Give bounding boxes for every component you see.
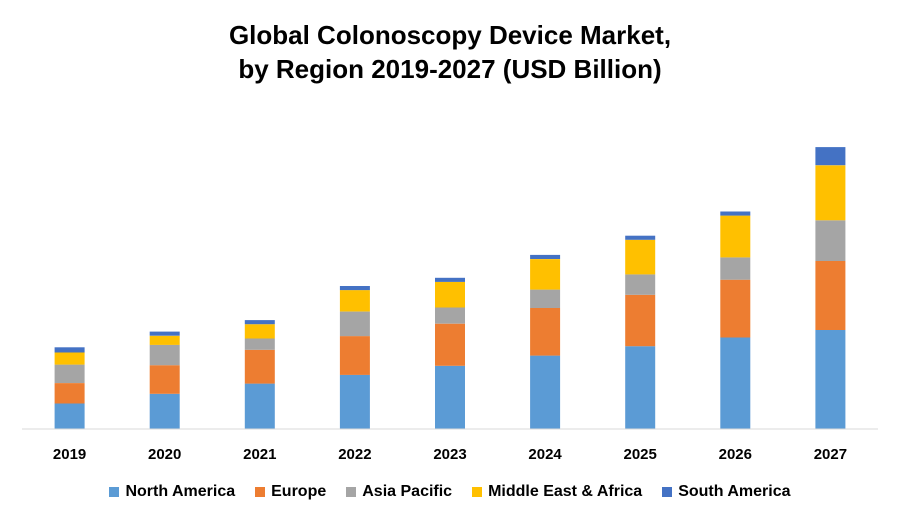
legend-label-asia-pacific: Asia Pacific xyxy=(362,483,453,500)
bar-segment-2027-north-america xyxy=(815,330,846,429)
bar-segment-2022-middle-east-africa xyxy=(339,290,370,312)
bar-segment-2024-south-america xyxy=(530,254,561,259)
bar-segment-2023-south-america xyxy=(435,277,465,282)
bar-segment-2022-south-america xyxy=(339,286,370,291)
bar-segment-2019-middle-east-africa xyxy=(54,352,85,365)
bar-segment-2020-south-america xyxy=(149,331,180,336)
x-tick-label-2022: 2022 xyxy=(338,446,371,463)
legend-swatch-north-america xyxy=(109,487,120,497)
bar-segment-2026-europe xyxy=(720,279,751,338)
bar-segment-2021-middle-east-africa xyxy=(244,324,275,339)
x-tick-label-2020: 2020 xyxy=(148,446,181,463)
legend-label-north-america: North America xyxy=(125,483,236,500)
x-tick-label-2024: 2024 xyxy=(528,446,562,463)
bar-segment-2024-asia-pacific xyxy=(530,289,561,308)
bar-segment-2023-middle-east-africa xyxy=(435,281,465,308)
x-tick-label-2021: 2021 xyxy=(243,446,276,463)
bar-segment-2019-north-america xyxy=(54,403,85,429)
chart-title-line-1: Global Colonoscopy Device Market, xyxy=(228,20,672,50)
legend-swatch-middle-east-africa xyxy=(472,487,483,497)
bar-segment-2027-asia-pacific xyxy=(815,220,846,261)
legend-item-south-america: South America xyxy=(662,483,791,501)
legend-label-south-america: South America xyxy=(678,483,791,500)
x-tick-label-2025: 2025 xyxy=(624,446,657,463)
bar-segment-2023-europe xyxy=(435,323,465,366)
legend-item-europe: Europe xyxy=(255,483,326,501)
bars-group xyxy=(54,147,846,430)
bar-segment-2022-asia-pacific xyxy=(339,311,370,337)
bar-segment-2021-europe xyxy=(244,349,275,384)
legend-label-middle-east-africa: Middle East & Africa xyxy=(488,483,643,500)
x-tick-labels: 2019 2020 2021 2022 2023 2024 2025 2026 2027 xyxy=(53,446,847,463)
bar-segment-2023-north-america xyxy=(435,365,465,430)
bar-segment-2025-north-america xyxy=(625,346,656,429)
bar-segment-2022-europe xyxy=(339,336,370,375)
x-tick-label-2019: 2019 xyxy=(53,446,86,463)
bar-segment-2026-south-america xyxy=(720,211,751,216)
bar-segment-2020-north-america xyxy=(149,393,180,429)
legend-swatch-south-america xyxy=(662,487,673,497)
chart-title: Global Colonoscopy Device Market, by Reg… xyxy=(0,18,900,86)
bar-segment-2019-asia-pacific xyxy=(54,364,85,383)
bar-segment-2021-north-america xyxy=(244,383,275,429)
legend-swatch-asia-pacific xyxy=(346,487,357,497)
bar-segment-2025-europe xyxy=(625,294,656,347)
bar-segment-2021-asia-pacific xyxy=(244,338,275,350)
bar-segment-2019-south-america xyxy=(54,347,85,353)
chart-title-line-2: by Region 2019-2027 (USD Billion) xyxy=(238,54,662,84)
bar-segment-2019-europe xyxy=(54,383,85,404)
bar-segment-2021-south-america xyxy=(244,320,275,325)
bar-segment-2027-middle-east-africa xyxy=(815,165,846,221)
bar-segment-2025-asia-pacific xyxy=(625,274,656,295)
bar-segment-2020-middle-east-africa xyxy=(149,335,180,345)
bar-segment-2022-north-america xyxy=(339,374,370,429)
x-tick-label-2026: 2026 xyxy=(719,446,752,463)
bar-segment-2026-middle-east-africa xyxy=(720,215,751,258)
legend-item-north-america: North America xyxy=(109,483,235,501)
bar-segment-2026-asia-pacific xyxy=(720,257,751,280)
bar-segment-2025-south-america xyxy=(625,235,656,240)
bar-segment-2026-north-america xyxy=(720,337,751,429)
legend-item-middle-east-africa: Middle East & Africa xyxy=(472,483,642,501)
legend-item-asia-pacific: Asia Pacific xyxy=(346,483,452,501)
bar-segment-2025-middle-east-africa xyxy=(625,239,656,275)
bar-segment-2027-europe xyxy=(815,261,846,330)
x-tick-label-2027: 2027 xyxy=(814,446,847,463)
legend: North America Europe Asia Pacific Middle Ea… xyxy=(0,483,900,501)
bar-segment-2023-asia-pacific xyxy=(435,307,465,324)
legend-label-europe: Europe xyxy=(271,483,327,500)
bar-segment-2024-north-america xyxy=(530,355,561,429)
bar-segment-2020-europe xyxy=(149,365,180,394)
bar-segment-2027-south-america xyxy=(815,147,846,166)
legend-swatch-europe xyxy=(255,487,266,497)
bar-segment-2024-europe xyxy=(530,308,561,356)
bar-segment-2024-middle-east-africa xyxy=(530,259,561,290)
bar-segment-2020-asia-pacific xyxy=(149,344,180,366)
x-tick-label-2023: 2023 xyxy=(433,446,466,463)
